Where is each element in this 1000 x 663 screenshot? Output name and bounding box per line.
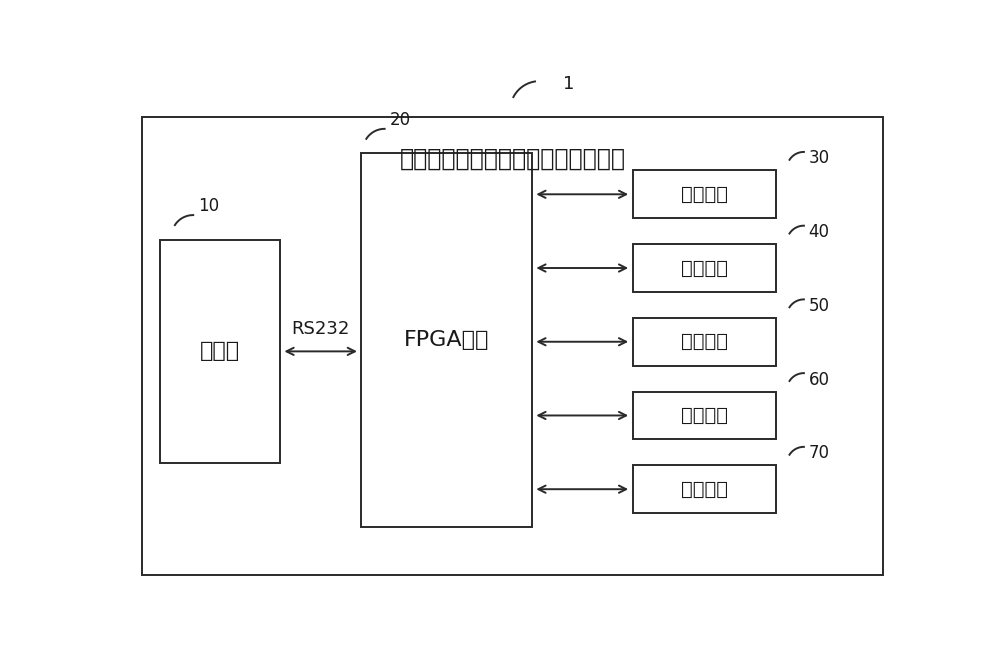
Text: 多相机数字航摄仪同步曝光控制系统: 多相机数字航摄仪同步曝光控制系统 [400, 147, 626, 171]
Text: 70: 70 [809, 444, 830, 462]
Bar [633, 392, 776, 440]
Text: 上位机: 上位机 [200, 341, 240, 361]
Text: 30: 30 [809, 149, 830, 167]
Bar [633, 465, 776, 513]
Text: 50: 50 [809, 297, 830, 315]
Text: 1: 1 [563, 75, 574, 93]
Bar [633, 318, 776, 365]
Bar [633, 244, 776, 292]
Bar [361, 153, 532, 527]
Bar [633, 170, 776, 218]
Text: 第五相机: 第五相机 [681, 480, 728, 499]
Text: 第一相机: 第一相机 [681, 185, 728, 204]
Text: 第三相机: 第三相机 [681, 332, 728, 351]
Text: RS232: RS232 [292, 320, 350, 338]
Text: 第二相机: 第二相机 [681, 259, 728, 278]
Text: 10: 10 [199, 197, 220, 215]
Text: 第四相机: 第四相机 [681, 406, 728, 425]
Text: 60: 60 [809, 371, 830, 389]
Text: FPGA芯片: FPGA芯片 [404, 330, 489, 350]
Bar [160, 240, 280, 463]
Text: 20: 20 [390, 111, 411, 129]
Bar [142, 117, 883, 575]
Text: 40: 40 [809, 223, 830, 241]
